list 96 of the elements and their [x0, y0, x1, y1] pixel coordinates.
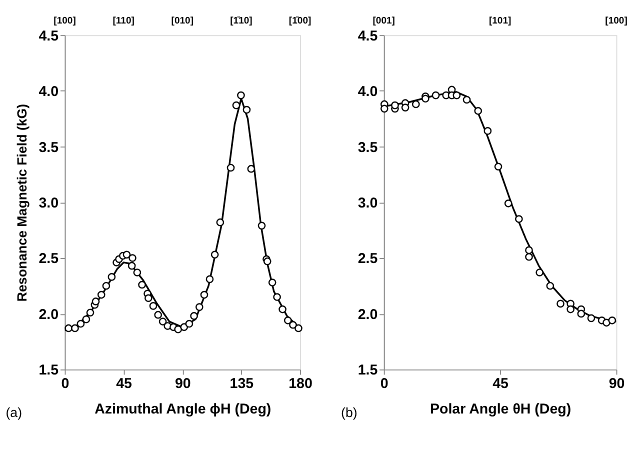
text: [010] — [171, 16, 194, 27]
point — [258, 222, 266, 230]
text: [101] — [488, 16, 512, 27]
point — [422, 94, 430, 103]
point — [515, 215, 523, 223]
x-tick-label: 180 — [288, 376, 312, 392]
point — [158, 318, 167, 326]
point — [412, 100, 420, 108]
point — [504, 199, 512, 208]
y-tick-label: 2.0 — [38, 306, 59, 323]
y-axis-title: Resonance Magnetic Field (kG) — [14, 104, 30, 302]
point — [474, 106, 482, 115]
point — [102, 282, 110, 290]
point — [587, 314, 596, 322]
y-tick-label: 4.5 — [38, 28, 59, 44]
x-tick-label: 45 — [116, 376, 132, 392]
point — [97, 290, 106, 299]
x-tick-label: 90 — [174, 376, 191, 392]
text: [100] — [605, 16, 628, 27]
y-tick-label: 1.5 — [38, 362, 59, 379]
text: [001] — [372, 16, 395, 27]
y-tick-label: 3.0 — [358, 196, 378, 212]
point — [380, 104, 388, 113]
x-tick-label: 135 — [230, 376, 254, 392]
point — [200, 290, 208, 299]
point — [174, 325, 182, 334]
point — [247, 164, 256, 173]
text: [1̄10] — [230, 16, 252, 27]
y-tick-label: 2.0 — [358, 306, 378, 323]
point — [556, 300, 564, 308]
y-tick-label: 3.5 — [38, 140, 59, 156]
point — [133, 268, 142, 276]
point — [154, 310, 162, 319]
point — [190, 312, 198, 320]
x-tick-label: 90 — [608, 376, 625, 392]
point — [452, 91, 461, 100]
text: (b) — [341, 405, 358, 420]
point — [108, 273, 116, 281]
point — [86, 308, 94, 317]
point — [268, 278, 276, 286]
point — [210, 250, 219, 259]
point — [64, 324, 72, 332]
point — [401, 104, 410, 112]
y-tick-label: 3.5 — [358, 140, 378, 156]
point — [138, 280, 146, 289]
x-axis-title: Azimuthal Angle ϕH (Deg) — [94, 402, 272, 418]
x-tick-label: 0 — [61, 376, 70, 392]
point — [82, 315, 90, 324]
y-tick-label: 2.5 — [358, 251, 378, 268]
point — [273, 293, 281, 301]
point — [289, 320, 297, 329]
x-tick-label: 45 — [492, 376, 509, 392]
x-axis-title: Polar Angle θH (Deg) — [430, 402, 572, 418]
point — [128, 254, 136, 262]
point — [76, 320, 85, 328]
y-tick-label: 2.5 — [38, 251, 59, 268]
point — [206, 275, 214, 284]
text: [100] — [54, 16, 76, 27]
point — [608, 316, 616, 324]
point — [462, 96, 471, 104]
point — [525, 252, 533, 261]
point — [484, 127, 492, 135]
y-tick-label: 1.5 — [358, 362, 378, 379]
point — [128, 262, 136, 270]
y-tick-label: 4.0 — [38, 84, 59, 100]
point — [284, 316, 292, 324]
point — [195, 303, 204, 311]
point — [226, 164, 235, 172]
text: [1̄00] — [288, 16, 312, 27]
point — [144, 294, 152, 302]
point — [242, 106, 251, 114]
text: (a) — [6, 405, 22, 420]
y-tick-label: 3.0 — [38, 196, 59, 212]
point — [122, 250, 131, 259]
point — [577, 310, 586, 318]
y-tick-label: 4.5 — [358, 28, 378, 44]
text: [110] — [112, 16, 134, 27]
point — [391, 101, 399, 110]
point — [494, 162, 502, 171]
point — [216, 218, 224, 226]
point — [237, 91, 245, 100]
point — [71, 324, 79, 332]
point — [232, 101, 240, 110]
point — [278, 305, 286, 314]
point — [536, 268, 544, 276]
point — [294, 324, 302, 332]
point — [185, 320, 194, 328]
point — [525, 246, 533, 254]
x-tick-label: 0 — [380, 376, 388, 392]
y-tick-label: 4.0 — [358, 84, 378, 100]
point — [546, 282, 554, 290]
point — [149, 302, 158, 310]
point — [432, 91, 440, 100]
point — [566, 305, 574, 314]
point — [180, 323, 188, 332]
point — [92, 298, 100, 306]
